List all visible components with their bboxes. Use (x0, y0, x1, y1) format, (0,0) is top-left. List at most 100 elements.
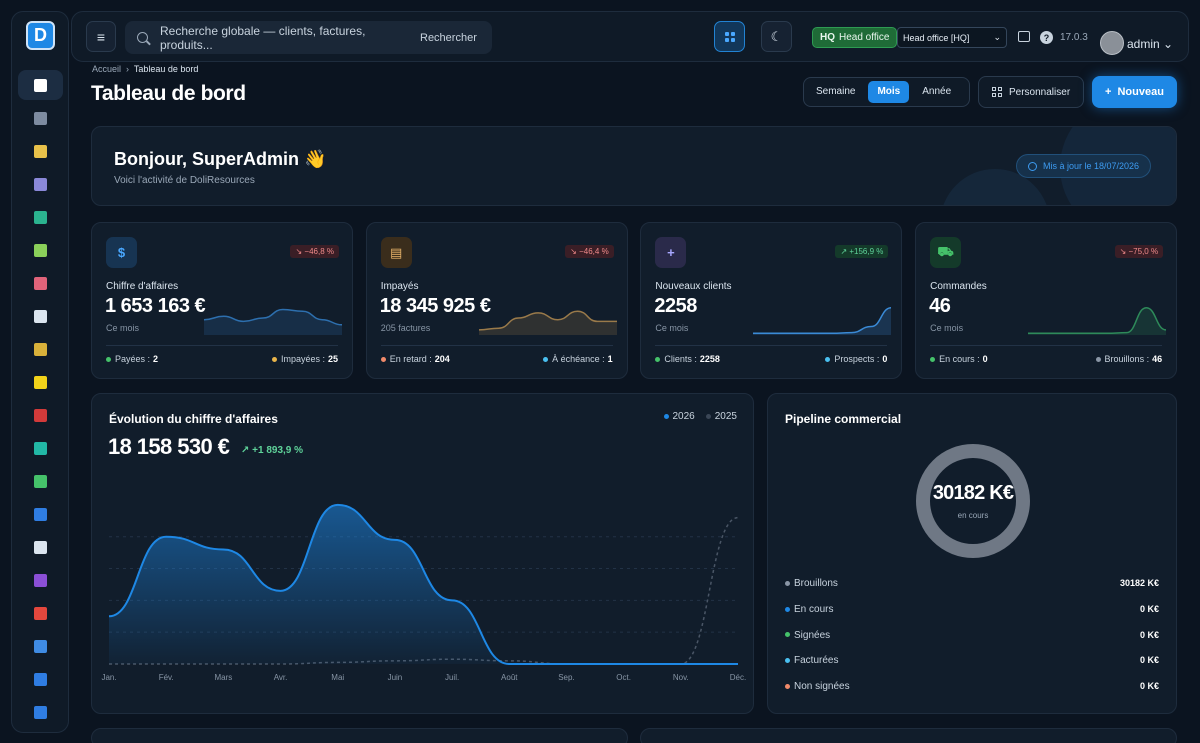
sidebar-item-flow[interactable] (18, 169, 63, 199)
sparkline-line (204, 308, 342, 326)
updated-badge: Mis à jour le 18/07/2026 (1016, 154, 1152, 178)
list-icon (34, 606, 47, 620)
kpi-card[interactable]: ⛟ ↘ −75,0 % Commandes 46 Ce mois En cours :0 B… (915, 222, 1178, 379)
sidebar-item-invoice[interactable] (18, 235, 63, 265)
sidebar-item-coin[interactable] (18, 334, 63, 364)
sidebar-item-box[interactable] (18, 136, 63, 166)
kpi-caption: 205 factures (380, 323, 431, 333)
sidebar-item-briefcase[interactable] (18, 202, 63, 232)
apps-grid-button[interactable] (714, 21, 745, 52)
sidebar-item-chat[interactable] (18, 631, 63, 661)
period-week[interactable]: Semaine (816, 86, 856, 97)
kpi-sparkline (478, 310, 617, 335)
revenue-chart-card: Jan. Fév. Mars Avr. Mai Juin Juil. Août Sep. Oct.… (91, 393, 754, 714)
menu-toggle-button[interactable]: ≡ (86, 21, 116, 52)
breadcrumb-current: Tableau de bord (133, 64, 199, 74)
kpi-footer-right: Impayées :25 (271, 354, 338, 364)
kpi-caption: Ce mois (655, 323, 689, 333)
customize-button[interactable]: Personnaliser (978, 76, 1084, 108)
pipeline-row: Signées 0 K€ (785, 630, 1159, 644)
sparkline-area (753, 307, 892, 335)
sidebar-item-home[interactable] (18, 70, 63, 100)
sidebar-item-triangle[interactable] (18, 664, 63, 694)
sidebar-item-plus[interactable] (18, 466, 63, 496)
period-toggle: Semaine Mois Année (803, 77, 970, 107)
sidebar-item-building[interactable] (18, 103, 63, 133)
sidebar-item-list[interactable] (18, 598, 63, 628)
app-logo[interactable]: D (26, 21, 55, 50)
sidebar-item-screen[interactable] (18, 565, 63, 595)
sidebar-item-calendar[interactable] (18, 268, 63, 298)
sidebar-item-tools[interactable] (18, 301, 63, 331)
kpi-footer: Payées :2 Impayées :25 (106, 354, 338, 364)
box-icon (34, 144, 47, 158)
shield-icon (34, 441, 47, 455)
kpi-footer-right: À échéance :1 (543, 354, 613, 364)
sparkline-line (478, 310, 617, 331)
x-tick-label: Mai (331, 673, 344, 682)
pipeline-donut: 30182 K€ en cours (916, 444, 1030, 558)
kpi-footer-left: En cours :0 (930, 354, 988, 364)
legend-item-2026[interactable]: 2026 (663, 411, 695, 422)
x-tick-label: Fév. (159, 673, 174, 682)
x-tick-label: Nov. (673, 673, 689, 682)
kpi-label: Nouveaux clients (655, 281, 732, 292)
print-icon[interactable] (1018, 31, 1030, 42)
sidebar: D (11, 11, 69, 733)
welcome-banner: Bonjour, SuperAdmin 👋 Voici l'activité d… (91, 126, 1177, 206)
avatar[interactable] (1100, 31, 1124, 55)
kpi-card[interactable]: $ ↘ −46,8 % Chiffre d'affaires 1 653 163 € C… (91, 222, 353, 379)
grid-icon (724, 31, 735, 42)
x-tick-label: Juin (388, 673, 403, 682)
revenue-total: 18 158 530 € (108, 434, 230, 459)
kpi-label: Chiffre d'affaires (106, 281, 179, 292)
sidebar-item-triangle[interactable] (18, 499, 63, 529)
revenue-chart: Jan. Fév. Mars Avr. Mai Juin Juil. Août Sep. Oct.… (101, 503, 746, 682)
kpi-footer-left: Clients :2258 (655, 354, 720, 364)
kpi-change-badge: ↗ +156,9 % (835, 245, 889, 258)
x-tick-label: Déc. (730, 673, 746, 682)
entity-select[interactable]: Head office [HQ] ⌄ (897, 27, 1007, 48)
revenue-growth: ↗ +1 893,9 % (241, 445, 304, 456)
sidebar-item-shield[interactable] (18, 433, 63, 463)
kpi-value: 2258 (654, 295, 697, 317)
sidebar-item-chart[interactable] (18, 400, 63, 430)
kpi-value: 18 345 925 € (379, 295, 491, 317)
help-icon[interactable]: ? (1040, 31, 1053, 44)
menu-icon: ≡ (96, 28, 106, 45)
breadcrumb: Accueil › Tableau de bord (92, 64, 199, 74)
global-search[interactable]: Recherche globale — clients, factures, p… (125, 21, 492, 54)
triangle-icon (34, 672, 47, 686)
welcome-title: Bonjour, SuperAdmin 👋 (114, 149, 327, 169)
calendar-icon (34, 276, 47, 290)
breadcrumb-home[interactable]: Accueil (92, 64, 122, 74)
search-input[interactable]: Recherche globale — clients, factures, p… (160, 23, 366, 52)
kpi-card[interactable]: ▤ ↘ −46,4 % Impayés 18 345 925 € 205 facture… (365, 222, 628, 379)
kpi-label: Commandes (930, 281, 987, 292)
sparkline-line (753, 307, 892, 335)
triangle-icon (34, 507, 47, 521)
sidebar-item-bow[interactable] (18, 532, 63, 562)
kpi-value: 46 (929, 295, 951, 317)
dollar-icon: $ (106, 237, 137, 268)
pipeline-row: Brouillons 30182 K€ (785, 578, 1159, 592)
chevron-down-icon: ⌄ (993, 32, 1001, 42)
kpi-footer-right: Prospects :0 (825, 354, 887, 364)
kpi-footer-left: Payées :2 (106, 354, 158, 364)
period-month[interactable]: Mois (868, 81, 910, 103)
sidebar-item-disc[interactable] (18, 697, 63, 727)
kpi-card[interactable]: + ↗ +156,9 % Nouveaux clients 2258 Ce mois Cl… (640, 222, 903, 379)
entity-badge[interactable]: HQ Head office (812, 27, 898, 48)
period-year[interactable]: Année (922, 86, 952, 97)
home-icon (34, 78, 47, 92)
dark-mode-button[interactable]: ☾ (761, 21, 792, 52)
legend-item-2025[interactable]: 2025 (705, 411, 737, 422)
sparkline-line (1028, 307, 1167, 335)
sparkline-area (478, 311, 617, 335)
new-button[interactable]: + Nouveau (1092, 76, 1177, 108)
kpi-caption: Ce mois (930, 323, 964, 333)
version-label: 17.0.3 (1060, 32, 1088, 43)
search-button[interactable]: Rechercher (420, 31, 477, 44)
user-menu[interactable]: admin ⌄ (1127, 37, 1174, 51)
sidebar-item-bolt[interactable] (18, 367, 63, 397)
